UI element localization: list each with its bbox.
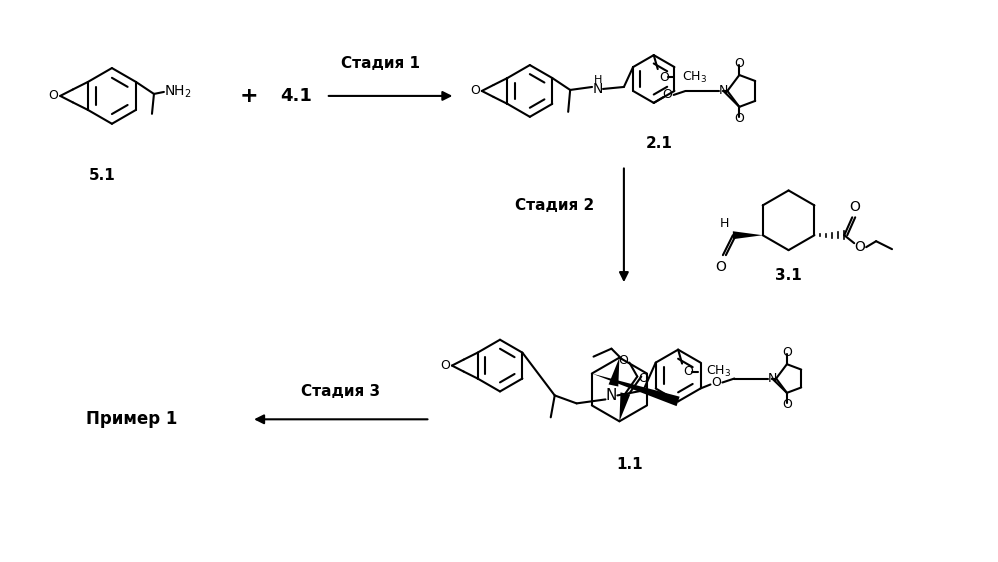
Text: CH$_3$: CH$_3$ [706,364,732,379]
Text: O: O [619,354,629,367]
Text: Стадия 3: Стадия 3 [301,384,380,399]
Text: H: H [594,75,602,85]
Text: O: O [712,376,722,389]
Text: O: O [659,70,669,84]
Text: +: + [240,86,258,106]
Text: O: O [683,365,693,378]
Text: 4.1: 4.1 [280,87,312,105]
Polygon shape [609,357,620,387]
Text: O: O [782,398,791,411]
Text: N: N [719,84,729,97]
Text: Пример 1: Пример 1 [86,410,178,428]
Text: Стадия 2: Стадия 2 [515,198,594,213]
Text: 3.1: 3.1 [775,268,802,283]
Polygon shape [592,374,680,406]
Text: O: O [782,346,791,359]
Text: O: O [716,260,727,274]
Text: 5.1: 5.1 [89,168,116,183]
Text: O: O [735,57,745,70]
Text: CH$_3$: CH$_3$ [682,70,707,84]
Text: O: O [440,359,450,372]
Text: NH$_2$: NH$_2$ [164,84,192,100]
Text: O: O [735,112,745,125]
Text: 2.1: 2.1 [646,136,673,151]
Text: O: O [663,88,673,101]
Text: O: O [848,201,859,214]
Text: H: H [721,217,730,230]
Text: N: N [767,372,776,385]
Text: N: N [593,82,603,96]
Text: O: O [854,240,865,254]
Text: 1.1: 1.1 [616,456,643,472]
Text: O: O [48,89,58,102]
Polygon shape [620,392,631,422]
Text: N: N [606,388,617,403]
Text: Стадия 1: Стадия 1 [341,56,420,71]
Text: O: O [470,84,480,97]
Polygon shape [733,231,762,239]
Text: O: O [639,372,649,385]
